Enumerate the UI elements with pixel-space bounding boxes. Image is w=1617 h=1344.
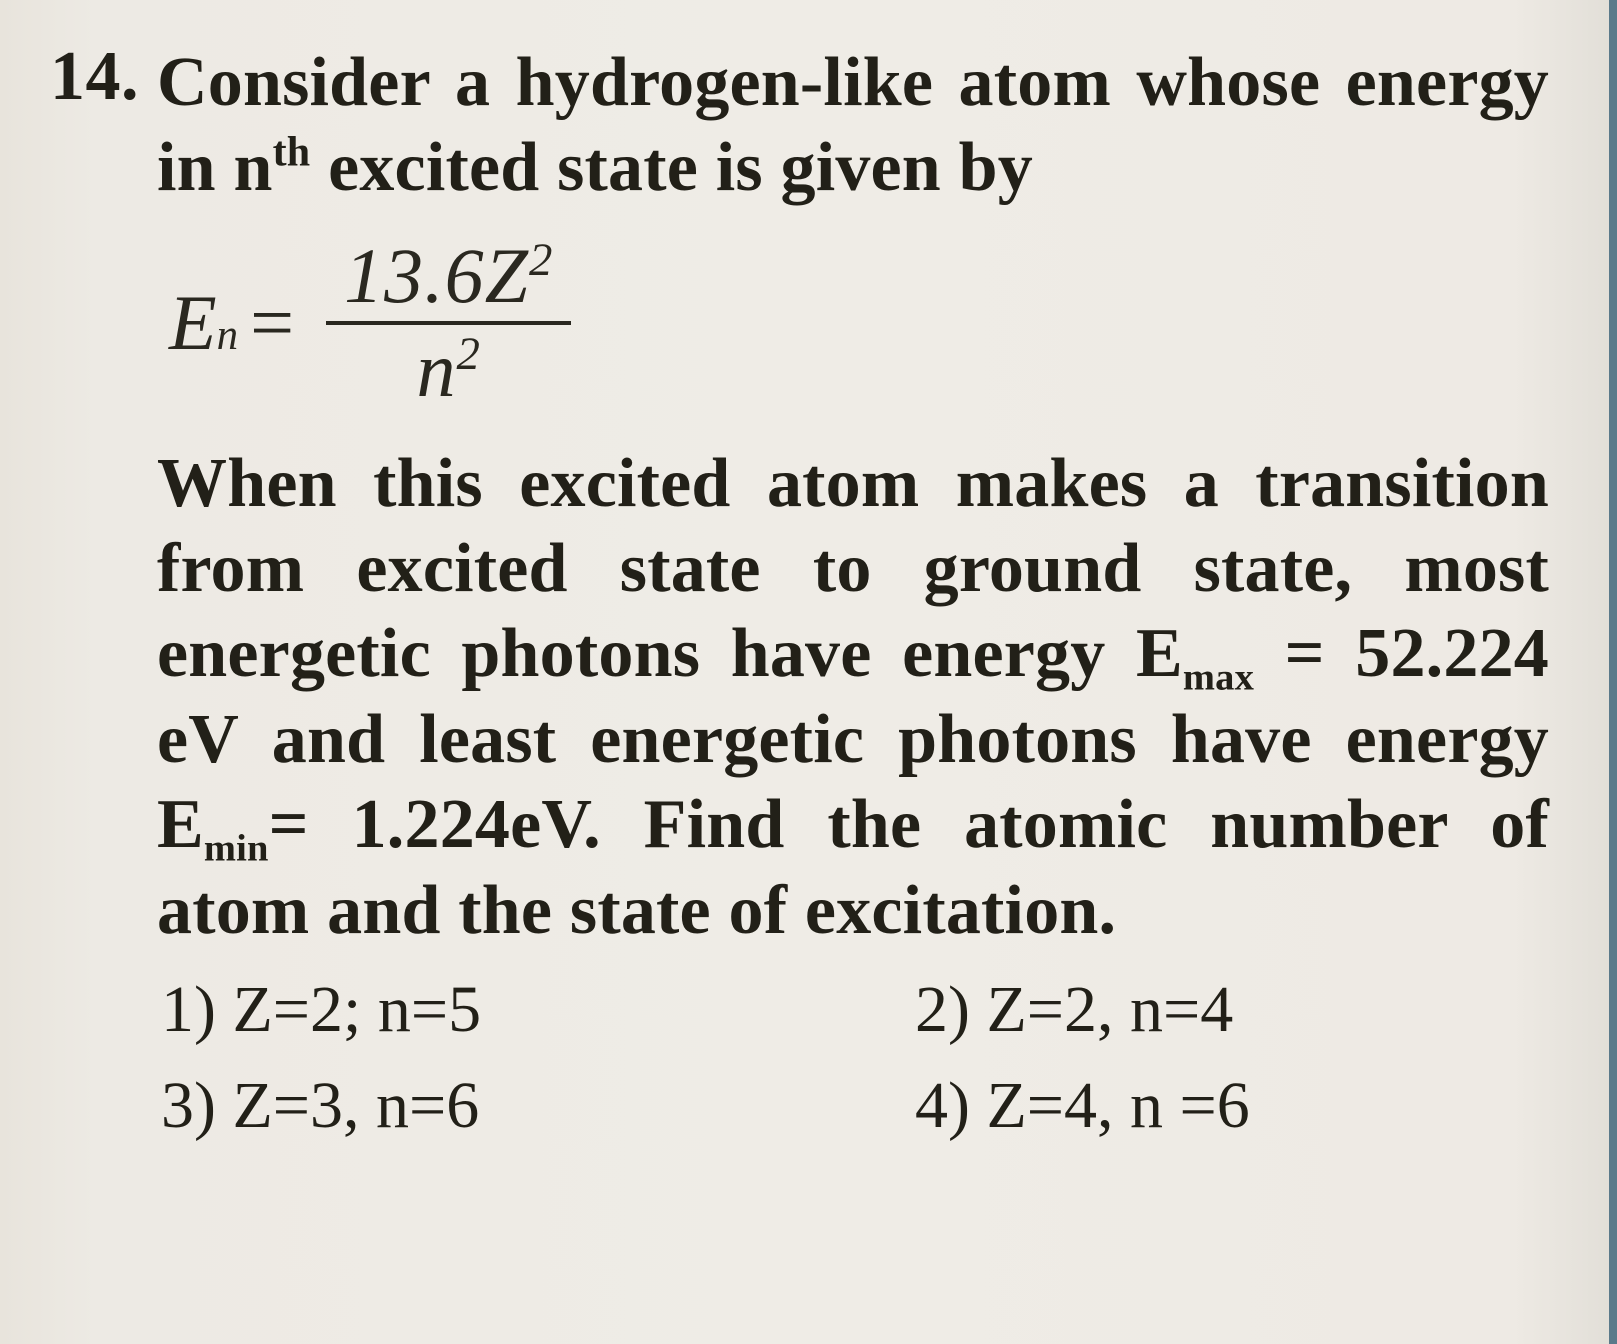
question-block: 14. Consider a hydrogen-like atom whose … <box>50 40 1549 1149</box>
option-4-number: 4) <box>915 1069 970 1142</box>
equals-sign: = <box>250 278 294 368</box>
option-1-text: Z=2; n=5 <box>232 973 481 1046</box>
denominator-sup: 2 <box>457 328 481 380</box>
fraction-denominator: n2 <box>399 329 499 411</box>
question-number: 14. <box>50 40 139 114</box>
question-stem-part2: When this excited atom makes a transitio… <box>157 441 1549 953</box>
option-4-text: Z=4, n =6 <box>986 1069 1249 1142</box>
fraction-bar <box>326 321 571 325</box>
option-3-number: 3) <box>161 1069 216 1142</box>
symbol-E: E <box>169 278 217 368</box>
option-2-number: 2) <box>915 973 970 1046</box>
options-grid: 1) Z=2; n=5 2) Z=2, n=4 3) Z=3, n=6 4) Z… <box>157 967 1549 1149</box>
question-body: Consider a hydrogen-like atom whose ener… <box>157 40 1549 1149</box>
numerator-sup: 2 <box>529 234 553 286</box>
option-1: 1) Z=2; n=5 <box>161 967 795 1053</box>
question-stem-part1: Consider a hydrogen-like atom whose ener… <box>157 40 1549 211</box>
denominator-base: n <box>417 326 457 413</box>
option-2: 2) Z=2, n=4 <box>915 967 1549 1053</box>
formula-fraction: 13.6Z2 n2 <box>326 235 571 411</box>
option-3: 3) Z=3, n=6 <box>161 1063 795 1149</box>
formula-lhs: En = <box>169 278 298 368</box>
option-4: 4) Z=4, n =6 <box>915 1063 1549 1149</box>
numerator-text: 13.6Z <box>344 232 529 319</box>
energy-formula: En = 13.6Z2 n2 <box>169 235 1549 411</box>
page: 14. Consider a hydrogen-like atom whose … <box>0 0 1617 1344</box>
fraction-numerator: 13.6Z2 <box>326 235 571 317</box>
option-2-text: Z=2, n=4 <box>986 973 1233 1046</box>
option-3-text: Z=3, n=6 <box>232 1069 479 1142</box>
symbol-E-subscript: n <box>217 311 238 360</box>
option-1-number: 1) <box>161 973 216 1046</box>
